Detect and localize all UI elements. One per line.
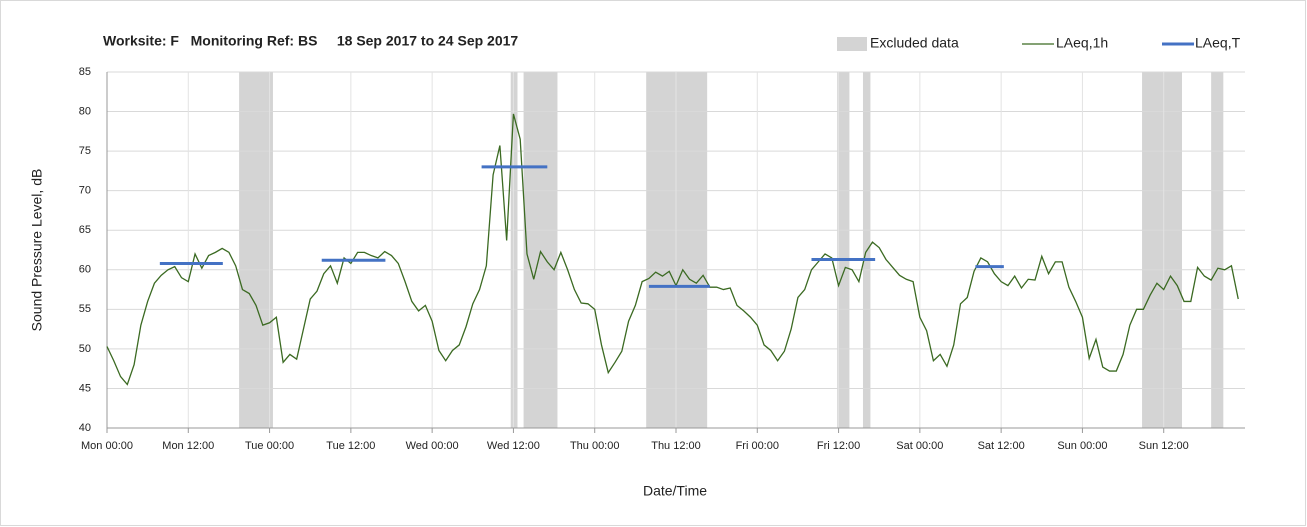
excluded-band xyxy=(523,72,558,428)
y-tick-label: 70 xyxy=(79,185,91,197)
y-tick-label: 55 xyxy=(79,303,91,315)
x-tick-label: Mon 12:00 xyxy=(162,440,214,452)
x-tick-label: Mon 00:00 xyxy=(81,440,133,452)
legend-label: LAeq,1h xyxy=(1056,35,1108,51)
y-tick-label: 75 xyxy=(79,145,91,157)
excluded-band xyxy=(1142,72,1183,428)
legend-swatch xyxy=(837,37,867,51)
excluded-band xyxy=(1211,72,1224,428)
line-series xyxy=(106,113,1239,386)
x-tick-label: Sat 00:00 xyxy=(896,440,943,452)
y-axis-title: Sound Pressure Level, dB xyxy=(29,169,45,332)
x-tick-label: Thu 12:00 xyxy=(651,440,701,452)
x-tick-label: Tue 00:00 xyxy=(245,440,294,452)
excluded-band xyxy=(646,72,708,428)
x-tick-label: Sun 12:00 xyxy=(1139,440,1189,452)
x-tick-label: Wed 12:00 xyxy=(487,440,540,452)
y-tick-label: 60 xyxy=(79,264,91,276)
legend-label: Excluded data xyxy=(870,35,959,51)
legend-label: LAeq,T xyxy=(1195,35,1241,51)
y-tick-label: 65 xyxy=(79,224,91,236)
excluded-band xyxy=(510,72,518,428)
chart-title: Worksite: F Monitoring Ref: BS 18 Sep 20… xyxy=(103,33,518,49)
y-tick-label: 45 xyxy=(79,382,91,394)
x-tick-label: Fri 00:00 xyxy=(736,440,779,452)
x-tick-label: Wed 00:00 xyxy=(406,440,459,452)
y-tick-label: 40 xyxy=(79,422,91,434)
x-tick-label: Sat 12:00 xyxy=(978,440,1025,452)
excluded-band xyxy=(239,72,273,428)
y-tick-label: 85 xyxy=(79,66,91,78)
x-tick-label: Fri 12:00 xyxy=(817,440,860,452)
x-tick-label: Thu 00:00 xyxy=(570,440,620,452)
excluded-band xyxy=(837,72,850,428)
x-tick-label: Tue 12:00 xyxy=(326,440,375,452)
x-axis-title: Date/Time xyxy=(643,483,707,499)
y-tick-label: 80 xyxy=(79,105,91,117)
y-tick-label: 50 xyxy=(79,343,91,355)
x-tick-label: Sun 00:00 xyxy=(1057,440,1107,452)
